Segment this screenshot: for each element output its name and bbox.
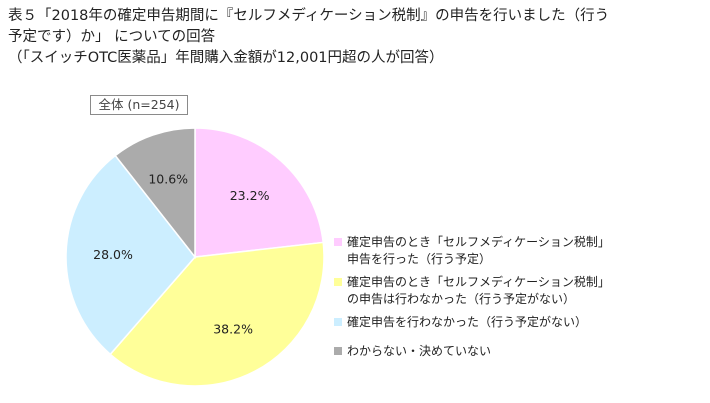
legend-item-filed-self-medication: 確定申告のとき「セルフメディケーション税制」 申告を行った（行う予定） bbox=[333, 234, 703, 268]
slice-data-label: 23.2% bbox=[230, 188, 270, 203]
legend-swatch bbox=[334, 238, 342, 246]
slice-data-label: 10.6% bbox=[148, 172, 188, 187]
slice-filed bbox=[194, 127, 325, 258]
slice-data-label: 38.2% bbox=[213, 322, 253, 337]
slice-no-return bbox=[65, 154, 196, 356]
legend-swatch bbox=[334, 318, 342, 326]
legend-swatch bbox=[334, 278, 342, 286]
title-line-3: （「スイッチOTC医薬品」年間購入金額が12,001円超の人が回答） bbox=[8, 50, 444, 66]
slice-data-label: 28.0% bbox=[93, 247, 133, 262]
slice-not-filed bbox=[109, 241, 325, 387]
slice-undecided bbox=[114, 127, 196, 260]
legend-label: 確定申告のとき「セルフメディケーション税制」 の申告は行わなかった（行う予定がな… bbox=[347, 275, 610, 306]
legend-item-not-filed-self-medication: 確定申告のとき「セルフメディケーション税制」 の申告は行わなかった（行う予定がな… bbox=[333, 274, 703, 308]
legend-swatch bbox=[334, 347, 342, 355]
legend-item-no-tax-return: 確定申告を行わなかった（行う予定がない） bbox=[333, 314, 703, 331]
title-line-1: 表５「2018年の確定申告期間に『セルフメディケーション税制』の申告を行いました… bbox=[8, 8, 610, 24]
legend-item-undecided: わからない・決めていない bbox=[333, 343, 703, 360]
legend-label: 確定申告のとき「セルフメディケーション税制」 申告を行った（行う予定） bbox=[347, 235, 610, 266]
title-line-2: 予定です）か」 についての回答 bbox=[8, 29, 216, 45]
legend: 確定申告のとき「セルフメディケーション税制」 申告を行った（行う予定） 確定申告… bbox=[333, 234, 703, 366]
legend-label: 確定申告を行わなかった（行う予定がない） bbox=[347, 315, 588, 329]
legend-label: わからない・決めていない bbox=[347, 344, 492, 358]
sample-size-label: 全体 (n=254) bbox=[90, 95, 188, 115]
chart-title: 表５「2018年の確定申告期間に『セルフメディケーション税制』の申告を行いました… bbox=[8, 6, 702, 69]
